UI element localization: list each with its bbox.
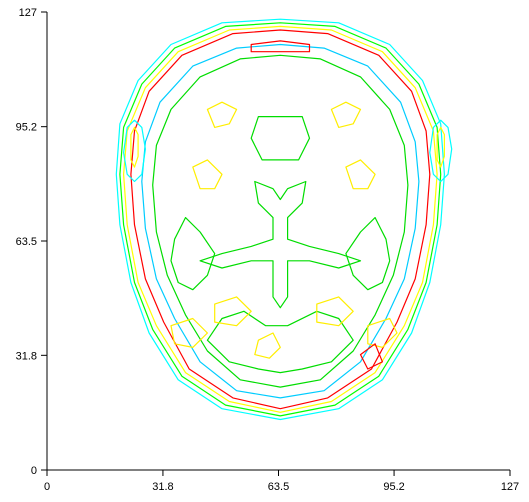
- y-tick-label: 0: [31, 465, 37, 477]
- contour-line: [345, 159, 376, 190]
- contour-line: [122, 25, 438, 413]
- contour-line: [214, 296, 252, 327]
- contour-line: [250, 40, 311, 53]
- x-tick-label: 127: [501, 481, 519, 493]
- contour-line: [199, 180, 362, 309]
- x-axis-ticks: 0 31.8 63.5 95.2 127: [44, 470, 519, 493]
- contour-line: [115, 18, 445, 421]
- contour-line: [206, 310, 354, 374]
- contour-line: [250, 115, 311, 161]
- contour-line: [367, 317, 398, 348]
- contour-line: [330, 101, 362, 129]
- contour-line: [170, 217, 216, 291]
- contour-line: [254, 332, 281, 359]
- y-tick-label: 31.8: [16, 350, 37, 362]
- contour-line: [119, 22, 442, 417]
- x-tick-label: 31.8: [152, 481, 173, 493]
- contour-line: [359, 343, 383, 370]
- contour-line: [130, 29, 431, 410]
- contour-lines: [115, 18, 453, 421]
- contour-line: [192, 159, 223, 190]
- x-tick-label: 63.5: [268, 481, 289, 493]
- y-tick-label: 95.2: [16, 122, 37, 134]
- contour-line: [130, 126, 139, 168]
- contour-line: [316, 296, 354, 327]
- contour-line: [206, 101, 238, 129]
- contour-line: [170, 317, 208, 348]
- y-tick-label: 127: [19, 7, 37, 19]
- contour-line: [345, 217, 391, 291]
- y-axis-ticks: 0 31.8 63.5 95.2 127: [16, 7, 47, 477]
- contour-line: [436, 126, 445, 168]
- contour-line: [152, 54, 409, 388]
- contour-line: [429, 119, 453, 183]
- contour-line: [141, 43, 420, 399]
- x-tick-label: 0: [44, 481, 50, 493]
- y-tick-label: 63.5: [16, 236, 37, 248]
- contour-line: [122, 119, 146, 183]
- x-tick-label: 95.2: [383, 481, 404, 493]
